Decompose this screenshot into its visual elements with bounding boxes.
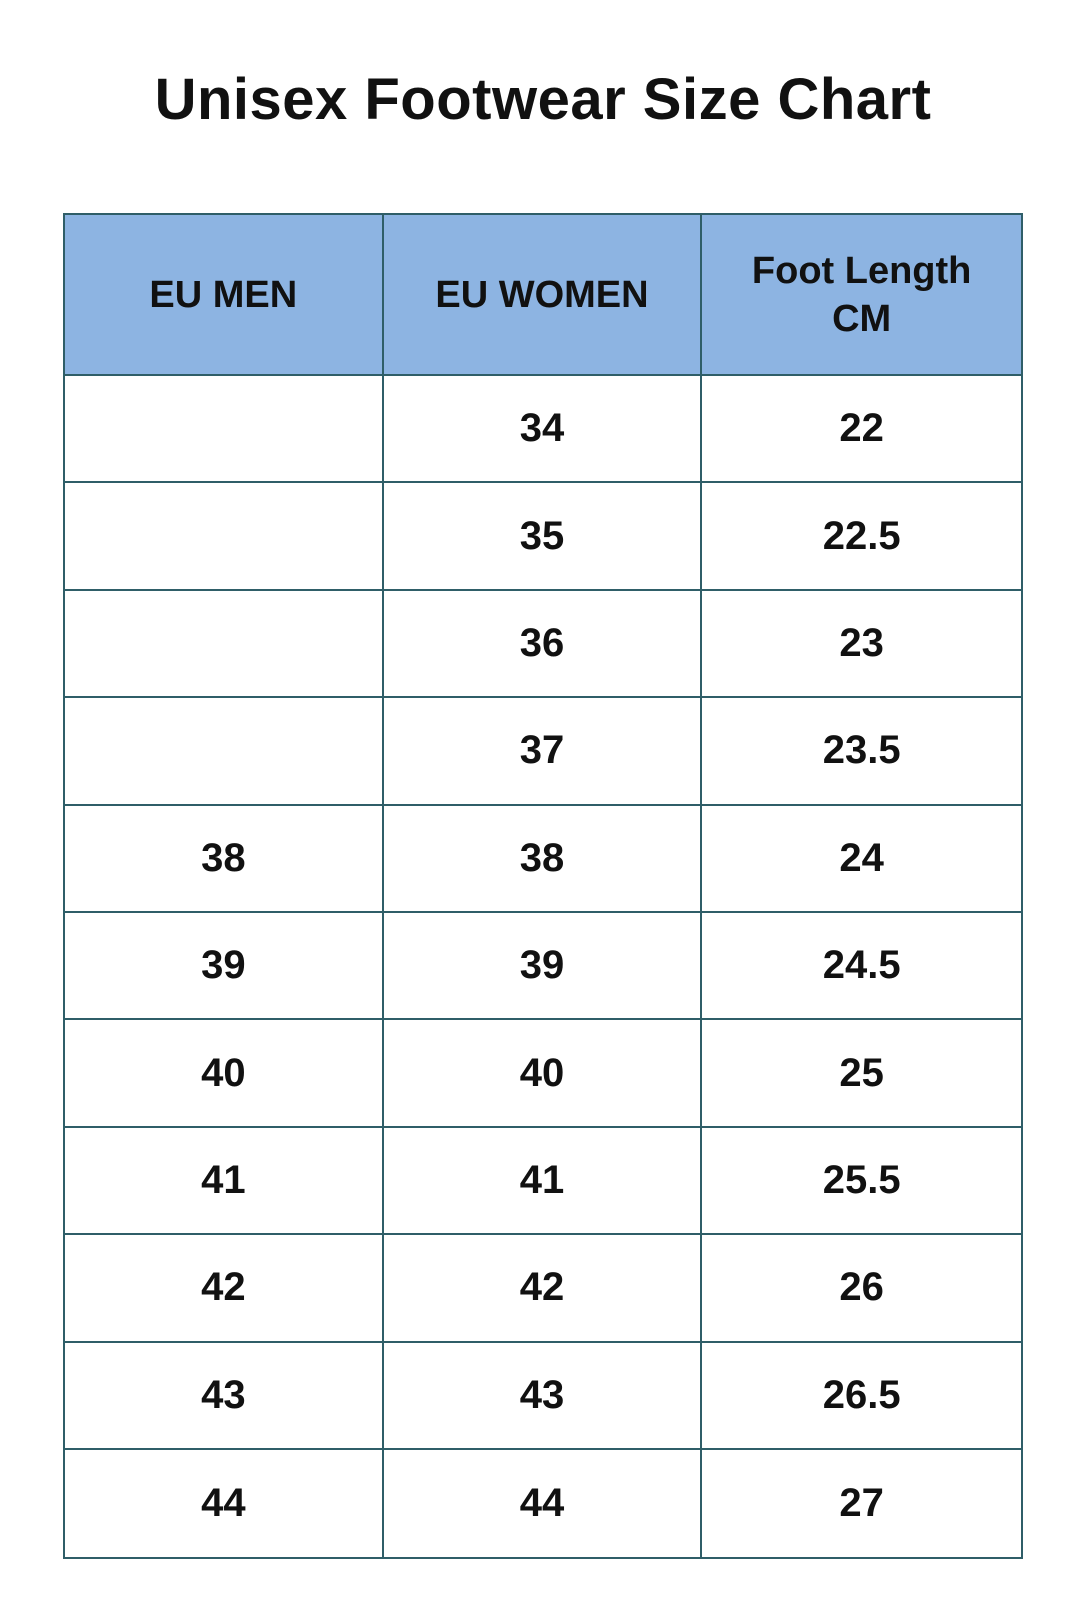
size-table: EU MEN EU WOMEN Foot Length CM 34 22 35 22.5 36… [63, 213, 1023, 1560]
table-cell [65, 376, 384, 484]
table-cell: 38 [65, 805, 384, 913]
table-cell: 35 [383, 483, 703, 591]
table-cell: 36 [383, 590, 703, 699]
table-cell: 42 [383, 1235, 703, 1343]
column-header: EU WOMEN [383, 215, 703, 376]
table-cell: 43 [383, 1342, 703, 1450]
page-title: Unisex Footwear Size Chart [154, 67, 932, 132]
table-cell [65, 483, 384, 591]
table-cell: 23.5 [702, 698, 1021, 806]
table-cell: 44 [65, 1450, 384, 1558]
table-cell: 23 [702, 590, 1021, 699]
table-cell: 26.5 [702, 1342, 1021, 1450]
table-cell: 39 [65, 913, 384, 1021]
column-header: Foot Length CM [702, 215, 1021, 376]
table-cell [65, 698, 384, 806]
table-cell: 40 [383, 1020, 703, 1128]
table-cell: 41 [383, 1127, 703, 1236]
table-cell: 34 [383, 376, 703, 484]
column-header: EU MEN [65, 215, 384, 376]
table-cell: 42 [65, 1235, 384, 1343]
table-cell: 24.5 [702, 913, 1021, 1021]
table-cell: 26 [702, 1235, 1021, 1343]
table-cell: 38 [383, 805, 703, 913]
table-cell: 22.5 [702, 483, 1021, 591]
table-cell: 41 [65, 1127, 384, 1236]
table-cell: 27 [702, 1450, 1021, 1558]
table-cell: 37 [383, 698, 703, 806]
table-cell: 39 [383, 913, 703, 1021]
table-cell: 43 [65, 1342, 384, 1450]
table-cell: 44 [383, 1450, 703, 1558]
table-cell: 22 [702, 376, 1021, 484]
table-cell [65, 590, 384, 699]
table-cell: 25.5 [702, 1127, 1021, 1236]
table-cell: 25 [702, 1020, 1021, 1128]
table-cell: 40 [65, 1020, 384, 1128]
table-cell: 24 [702, 805, 1021, 913]
